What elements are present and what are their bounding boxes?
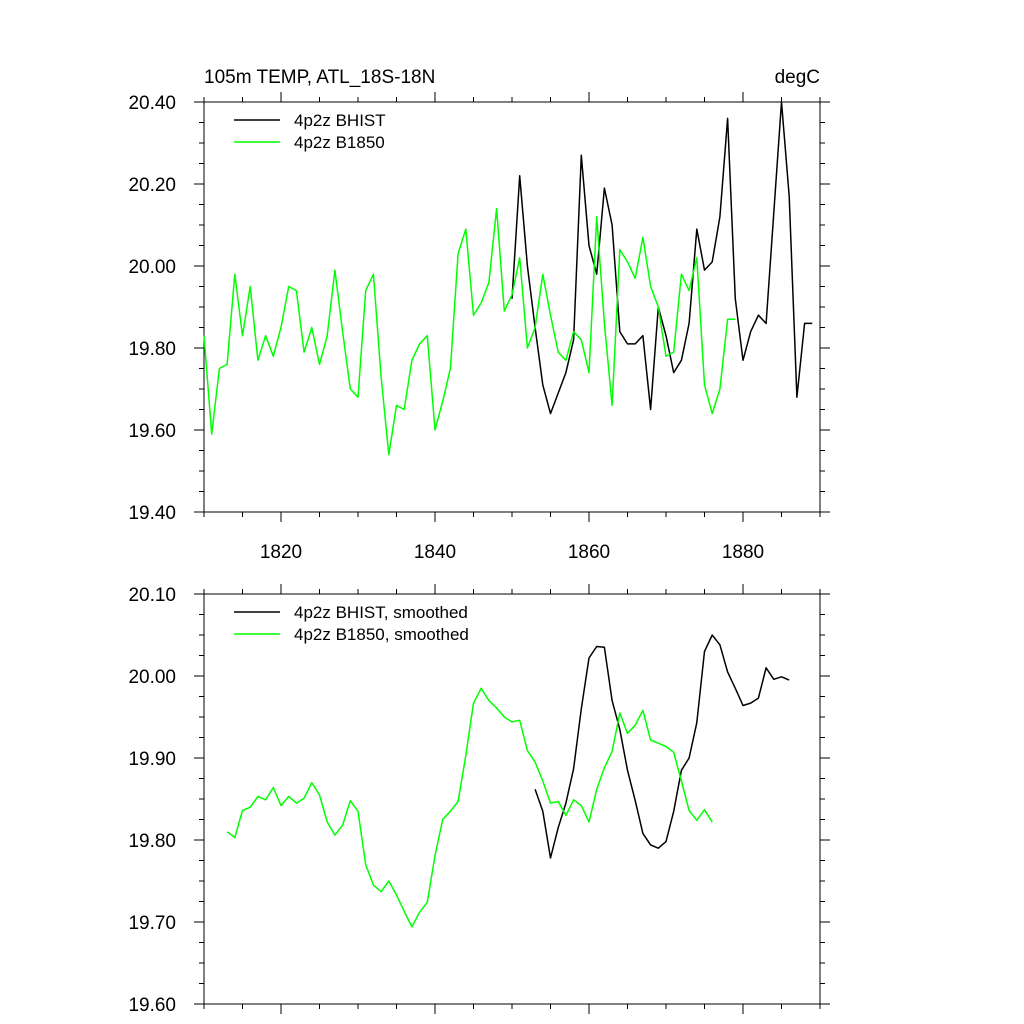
x-tick-label: 1880	[722, 542, 764, 563]
y-tick-label: 20.40	[128, 93, 176, 114]
y-tick-label: 19.60	[128, 421, 176, 442]
series-line-1	[226, 687, 713, 928]
units-label: degC	[775, 67, 820, 88]
legend-label: 4p2z BHIST, smoothed	[294, 603, 468, 622]
series-line-1	[203, 207, 736, 456]
y-tick-label: 19.90	[128, 749, 176, 770]
y-tick-label: 19.60	[128, 995, 176, 1016]
plot-frame	[203, 101, 821, 513]
y-tick-label: 20.00	[128, 257, 176, 278]
y-tick-label: 19.40	[128, 503, 176, 524]
chart-title: 105m TEMP, ATL_18S-18N	[204, 67, 435, 88]
y-tick-label: 19.80	[128, 831, 176, 852]
bottom-panel: 19.60 19.70 19.80 19.90 20.00 20.10 4p2z BHIST…	[128, 584, 830, 1016]
series-line-0	[534, 634, 790, 859]
y-tick-label: 20.10	[128, 585, 176, 606]
series-line-0	[511, 101, 813, 415]
y-tick-label: 20.00	[128, 667, 176, 688]
legend-label: 4p2z B1850	[294, 133, 385, 152]
plot-frame	[203, 593, 821, 1005]
top-panel: 19.40 19.60 19.80 20.00 20.20 20.40 1820 1840 18…	[128, 67, 830, 563]
legend-label: 4p2z B1850, smoothed	[294, 625, 469, 644]
y-tick-label: 19.80	[128, 339, 176, 360]
y-tick-label: 20.20	[128, 175, 176, 196]
x-tick-label: 1840	[414, 542, 456, 563]
x-tick-label: 1820	[260, 542, 302, 563]
y-tick-label: 19.70	[128, 913, 176, 934]
x-tick-label: 1860	[568, 542, 610, 563]
legend-label: 4p2z BHIST	[294, 111, 386, 130]
